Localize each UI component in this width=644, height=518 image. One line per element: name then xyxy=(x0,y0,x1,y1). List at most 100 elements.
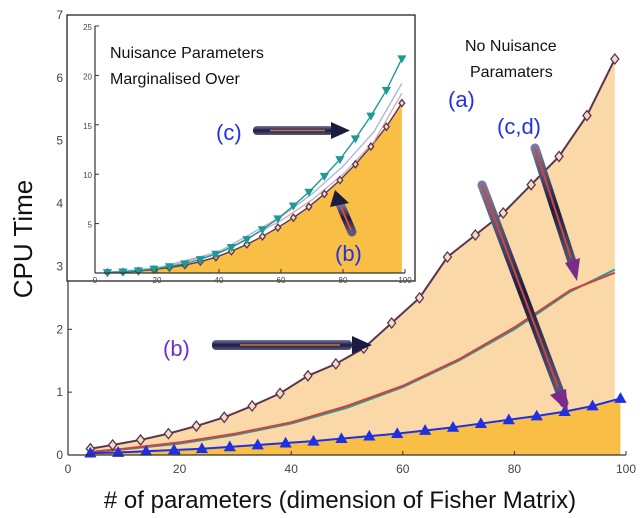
main-x-tick-label: 40 xyxy=(285,462,299,476)
inset-point-3-11 xyxy=(273,215,283,224)
main-point-0-19 xyxy=(610,52,620,66)
main-point-3-18 xyxy=(586,399,599,411)
inset-point-3-6 xyxy=(195,256,206,265)
inset-area-0 xyxy=(107,103,402,274)
inset-point-3-3 xyxy=(149,265,159,274)
inset-series-markers xyxy=(102,55,407,278)
main-point-3-11 xyxy=(391,427,404,439)
main-line-1 xyxy=(90,268,616,453)
inset-point-0-11 xyxy=(274,223,282,233)
main-series-markers xyxy=(84,52,627,458)
main-point-3-8 xyxy=(307,434,320,446)
inset-point-0-19 xyxy=(398,98,406,108)
inset-x-tick-label: 0 xyxy=(93,276,98,285)
inset-point-3-12 xyxy=(288,202,299,211)
main-y-tick-label: 6 xyxy=(56,71,63,85)
main-line-3 xyxy=(90,397,621,455)
inset-point-3-19 xyxy=(397,55,407,64)
main-point-3-7 xyxy=(279,436,292,448)
main-x-tick-label: 20 xyxy=(173,462,187,476)
main-point-3-14 xyxy=(474,417,488,428)
inset-area-fill xyxy=(107,103,402,274)
inset-y-tick-label: 20 xyxy=(83,72,92,81)
main-point-3-5 xyxy=(223,440,236,452)
main-point-0-4 xyxy=(191,420,202,433)
inset-point-0-12 xyxy=(289,213,298,223)
inset-point-3-8 xyxy=(226,244,237,253)
main-x-tick-label: 100 xyxy=(616,462,636,476)
label-b-inset: (b) xyxy=(335,241,362,266)
inset-tick-labels: 0 20 40 60 80 100 5 10 15 20 25 xyxy=(83,23,412,285)
main-point-0-1 xyxy=(107,438,118,451)
inset-title-line1: Nuisance Parameters xyxy=(110,45,264,62)
inset-point-3-10 xyxy=(257,226,268,235)
main-point-0-12 xyxy=(414,291,425,304)
main-point-0-3 xyxy=(163,427,174,440)
label-a: (a) xyxy=(448,87,475,112)
main-point-3-4 xyxy=(195,442,209,454)
annotation-paramaters: Paramaters xyxy=(470,64,553,81)
inset-point-0-10 xyxy=(258,231,267,241)
inset-point-3-5 xyxy=(180,260,190,269)
main-point-0-8 xyxy=(303,369,313,382)
y-axis-label: CPU Time xyxy=(8,180,38,298)
inset-point-3-18 xyxy=(381,86,392,96)
main-x-tick-label: 80 xyxy=(508,462,522,476)
main-point-0-17 xyxy=(554,150,564,163)
main-y-tick-label: 5 xyxy=(56,134,63,148)
inset-y-tick-label: 25 xyxy=(83,23,92,32)
inset-point-3-4 xyxy=(164,263,175,272)
main-y-tick-label: 1 xyxy=(56,385,63,399)
inset-point-3-14 xyxy=(319,172,330,181)
inset-point-3-2 xyxy=(133,267,144,276)
main-point-0-5 xyxy=(219,411,230,424)
inset-plot: 0 20 40 60 80 100 5 10 15 20 25 xyxy=(83,23,412,285)
main-point-3-9 xyxy=(335,432,348,444)
arrow-c-d xyxy=(530,143,580,281)
inset-x-tick-label: 40 xyxy=(215,276,224,285)
main-point-3-19 xyxy=(614,392,627,403)
main-x-tick-label: 0 xyxy=(65,462,72,476)
main-y-tick-label: 3 xyxy=(56,259,63,273)
main-point-0-14 xyxy=(470,228,481,242)
arrow-b-inset xyxy=(330,190,357,237)
main-x-tick-label: 60 xyxy=(396,462,410,476)
label-b-main: (b) xyxy=(163,336,190,361)
label-c: (c) xyxy=(216,120,242,145)
annotation-no-nuisance: No Nuisance xyxy=(465,38,557,55)
inset-point-0-15 xyxy=(336,175,344,185)
main-point-0-15 xyxy=(498,206,509,220)
inset-point-3-7 xyxy=(211,250,221,259)
main-point-3-1 xyxy=(112,446,125,457)
inset-y-tick-label: 10 xyxy=(83,171,92,180)
main-point-0-13 xyxy=(442,250,453,264)
arrow-b-main xyxy=(212,336,372,354)
inset-point-0-16 xyxy=(351,159,360,169)
main-point-0-9 xyxy=(331,357,341,370)
inset-x-tick-label: 60 xyxy=(277,276,286,285)
main-point-3-12 xyxy=(418,424,432,435)
main-area-0 xyxy=(90,59,615,455)
inset-point-0-18 xyxy=(382,122,391,132)
inset-x-tick-label: 80 xyxy=(339,276,348,285)
main-y-tick-label: 4 xyxy=(56,197,63,211)
inset-title-line2: Marginalised Over xyxy=(110,71,241,88)
main-area-3 xyxy=(90,398,621,455)
main-point-3-16 xyxy=(530,409,543,421)
inset-x-tick-label: 100 xyxy=(398,276,412,285)
main-point-3-10 xyxy=(363,429,376,441)
inset-point-0-13 xyxy=(305,202,313,212)
inset-y-tick-label: 5 xyxy=(88,221,93,230)
main-point-0-16 xyxy=(526,178,536,191)
arrow-a xyxy=(477,180,569,412)
inset-point-0-17 xyxy=(367,141,375,152)
main-point-0-18 xyxy=(582,109,592,122)
inset-point-0-14 xyxy=(320,189,329,199)
main-point-0-7 xyxy=(275,387,285,400)
inset-point-3-15 xyxy=(335,156,345,165)
main-point-0-2 xyxy=(135,433,146,446)
x-axis-label: # of parameters (dimension of Fisher Mat… xyxy=(104,487,576,514)
